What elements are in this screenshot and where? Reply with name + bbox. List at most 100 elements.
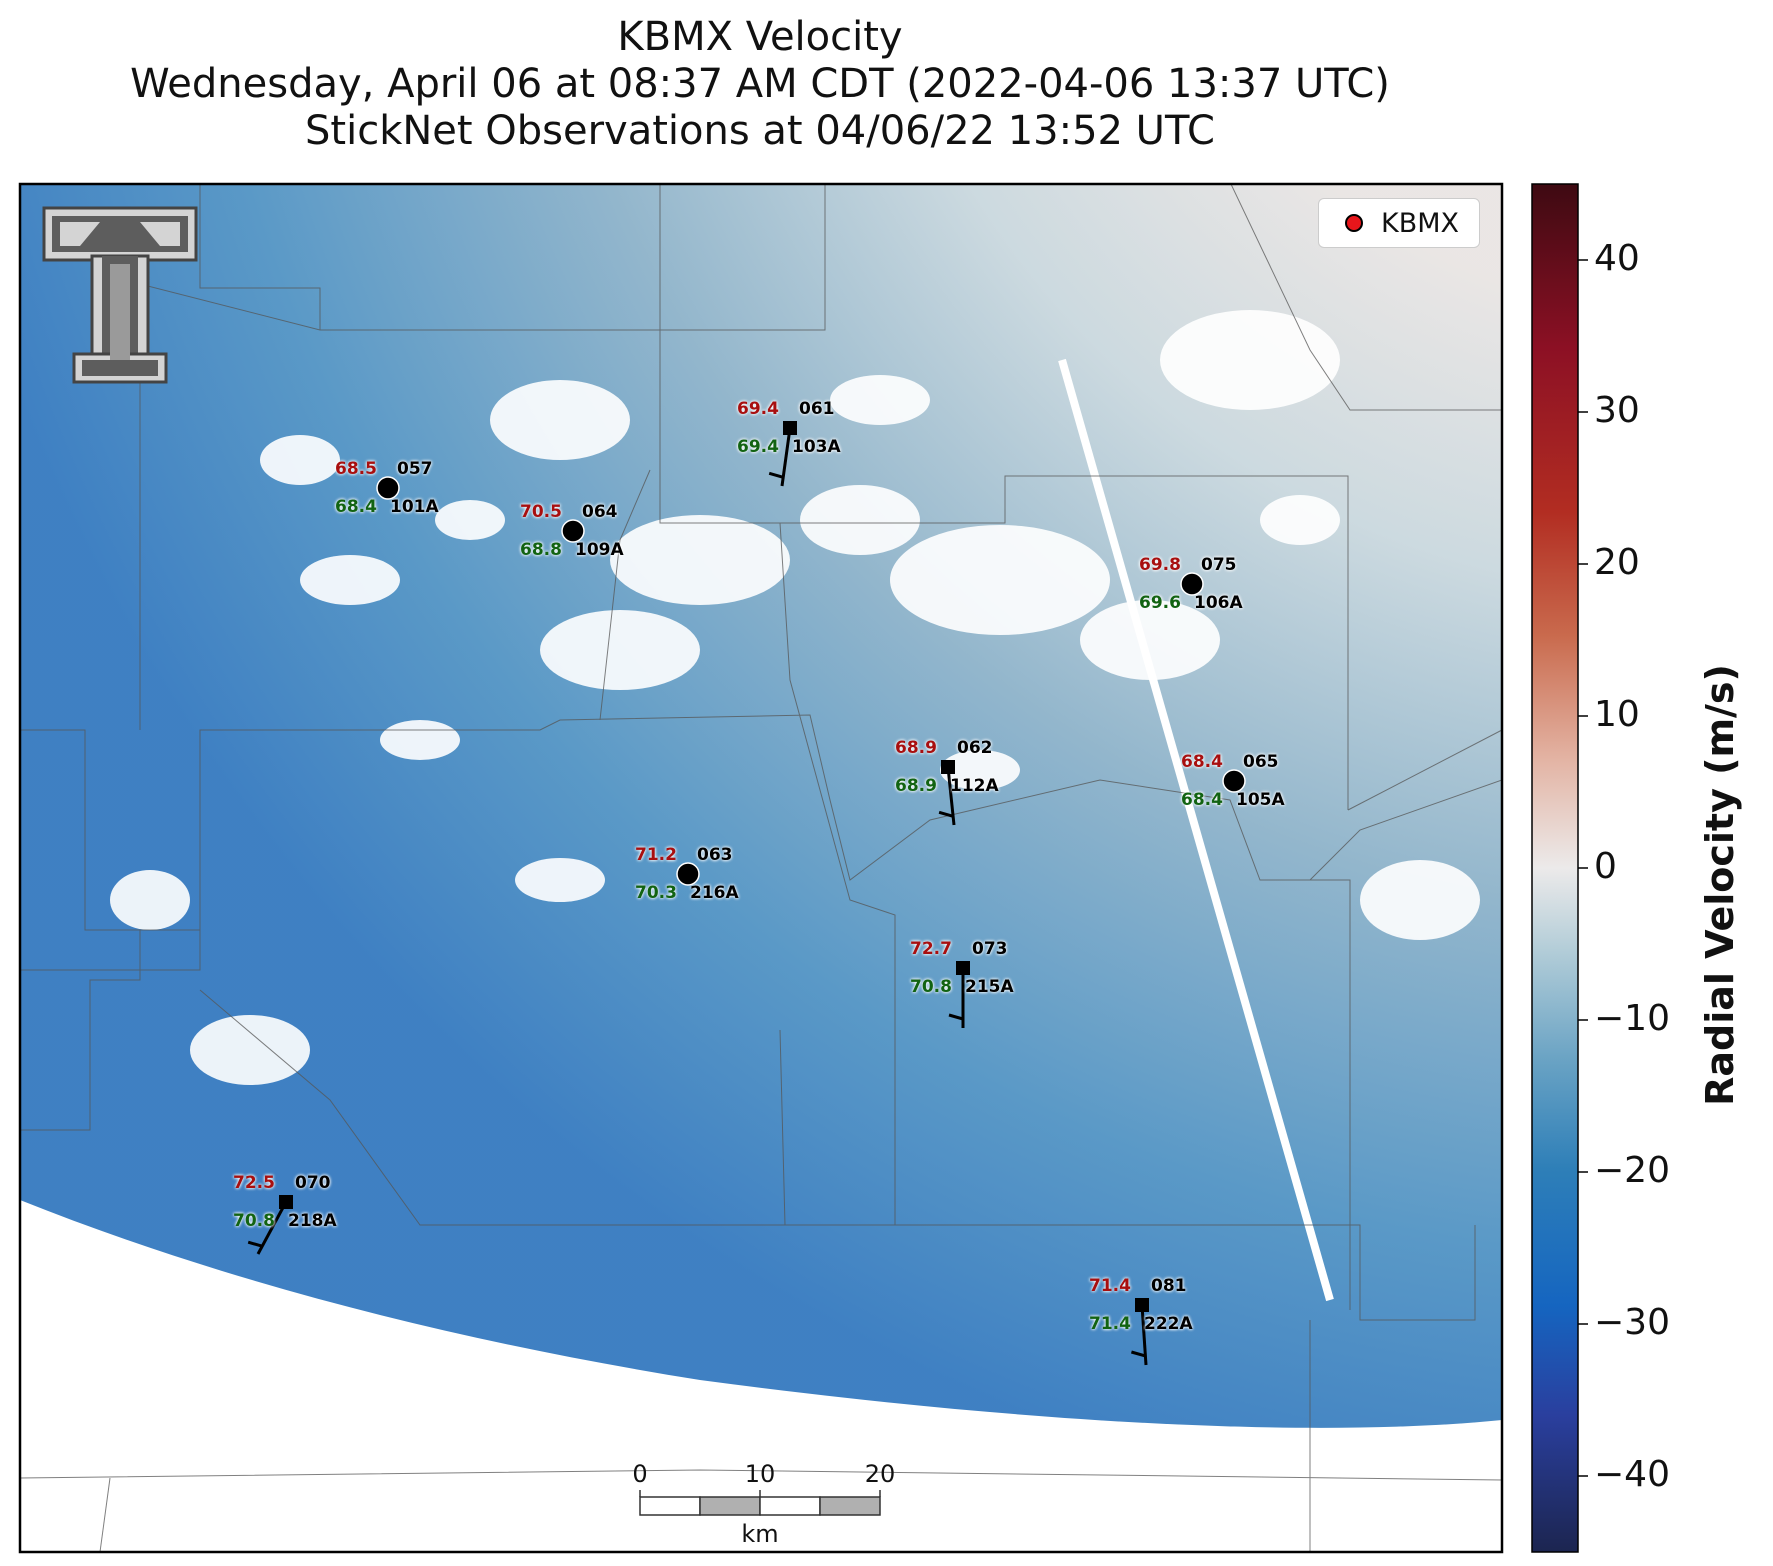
- station-observation-id: 103A: [792, 437, 841, 457]
- station-dewpoint: 70.3: [635, 883, 677, 903]
- station-marker-square: [956, 961, 970, 975]
- station-061[interactable]: [768, 421, 797, 487]
- no-data-area: [1080, 600, 1220, 680]
- station-marker-circle: [676, 862, 700, 886]
- wind-barb-flag: [948, 1013, 964, 1021]
- colorbar-tick-label: 40: [1594, 238, 1640, 279]
- no-data-area: [490, 380, 630, 460]
- legend-label: KBMX: [1381, 207, 1460, 239]
- wind-barb-flag: [938, 810, 954, 818]
- scale-segment-2: [699, 1496, 761, 1516]
- station-081[interactable]: [1130, 1298, 1149, 1366]
- map-frame: [18, 182, 1504, 1554]
- station-temperature: 68.9: [895, 738, 937, 758]
- station-temperature: 68.5: [335, 459, 377, 479]
- station-dewpoint: 69.4: [737, 437, 779, 457]
- station-observation-id: 109A: [575, 540, 624, 560]
- colorbar: [1531, 183, 1579, 1553]
- station-id: 070: [295, 1173, 331, 1193]
- no-data-area: [940, 750, 1020, 790]
- station-marker-circle: [561, 519, 585, 543]
- no-data-area: [1260, 495, 1340, 545]
- colorbar-tick-label: −40: [1594, 1454, 1670, 1495]
- no-data-area: [1360, 860, 1480, 940]
- scale-segment-3: [759, 1496, 821, 1516]
- station-065[interactable]: [1222, 769, 1246, 793]
- station-075[interactable]: [1180, 572, 1204, 596]
- station-observation-id: 105A: [1236, 790, 1285, 810]
- colorbar-tick-label: −10: [1594, 998, 1670, 1039]
- station-temperature: 69.4: [737, 399, 779, 419]
- colorbar-tick-label: 0: [1594, 846, 1617, 887]
- station-temperature: 72.5: [233, 1173, 275, 1193]
- no-data-area: [300, 555, 400, 605]
- no-data-area: [890, 525, 1110, 635]
- no-data-area: [540, 610, 700, 690]
- colorbar-tick-label: 10: [1594, 694, 1640, 735]
- station-id: 063: [697, 845, 733, 865]
- station-063[interactable]: [676, 862, 700, 886]
- colorbar-tick-label: −30: [1594, 1302, 1670, 1343]
- wind-barb-flag: [1130, 1350, 1146, 1358]
- wind-barb-flag: [768, 471, 784, 479]
- station-id: 062: [957, 738, 993, 758]
- station-temperature: 71.2: [635, 845, 677, 865]
- station-marker-circle: [1222, 769, 1246, 793]
- station-id: 081: [1151, 1276, 1187, 1296]
- station-marker-square: [941, 760, 955, 774]
- figure-title: KBMX Velocity Wednesday, April 06 at 08:…: [0, 14, 1520, 155]
- station-dewpoint: 68.9: [895, 776, 937, 796]
- station-id: 075: [1201, 555, 1237, 575]
- station-observation-id: 216A: [690, 883, 739, 903]
- velocity-field: [20, 184, 1502, 1552]
- scale-tick-10: 10: [744, 1460, 776, 1488]
- wind-barb-shaft: [256, 1201, 288, 1255]
- no-data-area: [800, 485, 920, 555]
- station-marker-square: [783, 421, 797, 435]
- station-dewpoint: 70.8: [910, 977, 952, 997]
- scale-segment-4: [819, 1496, 881, 1516]
- station-observation-id: 101A: [390, 497, 439, 517]
- title-observations: StickNet Observations at 04/06/22 13:52 …: [305, 108, 1215, 154]
- county-boundaries: [20, 184, 1502, 1552]
- station-070[interactable]: [247, 1195, 293, 1255]
- no-data-area: [260, 435, 340, 485]
- station-064[interactable]: [561, 519, 585, 543]
- scale-tick-0: 0: [632, 1460, 648, 1488]
- station-marker-square: [1135, 1298, 1149, 1312]
- station-dewpoint: 68.4: [335, 497, 377, 517]
- scale-unit: km: [741, 1520, 779, 1548]
- station-id: 064: [582, 502, 618, 522]
- station-observation-id: 222A: [1144, 1314, 1193, 1334]
- wind-barb-flag: [247, 1240, 263, 1248]
- no-data-area: [830, 375, 930, 425]
- radar-site-marker-icon: [1345, 214, 1363, 232]
- stations-layer: [247, 421, 1246, 1366]
- station-observation-id: 112A: [950, 776, 999, 796]
- station-dewpoint: 70.8: [233, 1211, 275, 1231]
- no-data-area: [435, 500, 505, 540]
- station-temperature: 69.8: [1139, 555, 1181, 575]
- station-temperature: 72.7: [910, 939, 952, 959]
- station-id: 073: [972, 939, 1008, 959]
- station-057[interactable]: [376, 476, 400, 500]
- scale-bar: [639, 1490, 881, 1516]
- station-dewpoint: 68.8: [520, 540, 562, 560]
- station-temperature: 71.4: [1089, 1276, 1131, 1296]
- colorbar-tick-label: 20: [1594, 542, 1640, 583]
- no-data-gaps: [110, 310, 1480, 1085]
- title-radar: KBMX Velocity: [617, 14, 903, 60]
- station-temperature: 70.5: [520, 502, 562, 522]
- station-observation-id: 218A: [288, 1211, 337, 1231]
- colorbar-tick-label: −20: [1594, 1150, 1670, 1191]
- station-062[interactable]: [938, 760, 956, 826]
- station-dewpoint: 69.6: [1139, 593, 1181, 613]
- station-073[interactable]: [948, 961, 970, 1028]
- station-dewpoint: 71.4: [1089, 1314, 1131, 1334]
- station-observation-id: 106A: [1194, 593, 1243, 613]
- station-marker-circle: [376, 476, 400, 500]
- colorbar-tick-label: 30: [1594, 390, 1640, 431]
- title-datetime: Wednesday, April 06 at 08:37 AM CDT (202…: [130, 61, 1390, 107]
- no-data-area: [1160, 310, 1340, 410]
